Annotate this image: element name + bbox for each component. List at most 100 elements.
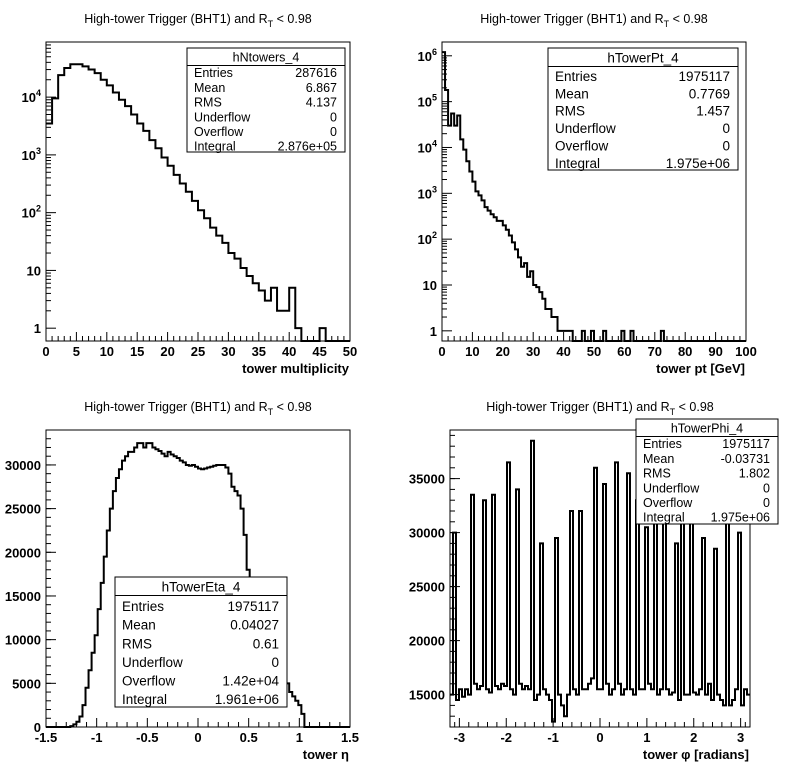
stats-box <box>547 47 739 171</box>
stats-label: Overflow <box>122 674 176 689</box>
x-tick-label: 20 <box>160 344 174 359</box>
histogram-series <box>442 51 746 342</box>
stats-value: 0.04027 <box>230 618 279 633</box>
x-tick-label: 0 <box>438 344 445 359</box>
stats-value: 287616 <box>295 66 337 80</box>
x-tick-label: 10 <box>465 344 479 359</box>
stats-label: RMS <box>194 96 222 110</box>
x-axis-label: tower φ [radians] <box>643 747 749 762</box>
stats-label: Mean <box>555 86 589 101</box>
x-tick-label: 1 <box>296 730 303 745</box>
x-tick-label: -0.5 <box>136 730 158 745</box>
x-tick-label: 70 <box>648 344 662 359</box>
stats-label: Mean <box>122 618 156 633</box>
stats-box <box>114 576 288 708</box>
x-tick-label: 60 <box>617 344 631 359</box>
x-tick-label: 35 <box>252 344 266 359</box>
plot-title: High-tower Trigger (BHT1) and RT < 0.98 <box>84 400 312 417</box>
plot-title: High-tower Trigger (BHT1) and RT < 0.98 <box>84 12 312 29</box>
histogram-series <box>46 63 350 342</box>
x-tick-label: 25 <box>191 344 205 359</box>
stats-value: 1.802 <box>739 467 770 481</box>
stats-value: 1975117 <box>678 69 730 84</box>
stats-label: Integral <box>643 511 685 525</box>
stats-label: Entries <box>555 69 597 84</box>
y-tick-label: 1 <box>430 324 437 339</box>
stats-value: 0.61 <box>253 636 279 651</box>
stats-label: Entries <box>122 599 164 614</box>
stats-label: Overflow <box>555 139 609 154</box>
stats-value: 1.975e+06 <box>666 156 730 171</box>
stats-value: -0.03731 <box>721 452 770 466</box>
x-tick-label: 0 <box>194 730 201 745</box>
y-tick-label: 25000 <box>409 580 445 595</box>
stats-label: RMS <box>122 636 152 651</box>
x-tick-label: 2 <box>690 730 697 745</box>
stats-label: RMS <box>643 467 671 481</box>
x-tick-label: -1.5 <box>35 730 57 745</box>
plot-title: High-tower Trigger (BHT1) and RT < 0.98 <box>486 400 714 417</box>
x-tick-label: 1.5 <box>341 730 359 745</box>
stats-label: Integral <box>194 140 236 154</box>
x-tick-label: 40 <box>556 344 570 359</box>
stats-value: 0.7769 <box>689 86 730 101</box>
stats-value: 0 <box>330 125 337 139</box>
y-tick-label: 15000 <box>409 688 445 703</box>
x-tick-label: -1 <box>91 730 103 745</box>
stats-label: Underflow <box>555 121 616 136</box>
y-tick-label: 10 <box>27 263 41 278</box>
stats-value: 0 <box>722 139 730 154</box>
y-tick-label: 15000 <box>5 589 41 604</box>
x-tick-label: 30 <box>221 344 235 359</box>
y-tick-label: 0 <box>34 720 41 735</box>
stats-value: 2.876e+05 <box>278 140 337 154</box>
stats-name: hNtowers_4 <box>233 51 300 65</box>
x-tick-label: 40 <box>282 344 296 359</box>
stats-value: 1975117 <box>227 599 279 614</box>
y-tick-label: 25000 <box>5 502 41 517</box>
y-tick-label: 30000 <box>409 526 445 541</box>
x-tick-label: 30 <box>526 344 540 359</box>
x-tick-label: 1 <box>643 730 650 745</box>
stats-value: 1.42e+04 <box>222 674 279 689</box>
stats-value: 1.975e+06 <box>711 511 770 525</box>
x-tick-label: 0.5 <box>240 730 258 745</box>
y-tick-label: 1 <box>34 321 41 336</box>
x-tick-label: -3 <box>454 730 466 745</box>
stats-value: 0 <box>330 110 337 124</box>
stats-value: 1975117 <box>722 437 770 451</box>
x-tick-label: 0 <box>42 344 49 359</box>
stats-label: Mean <box>643 452 674 466</box>
x-tick-label: 20 <box>496 344 510 359</box>
stats-label: Underflow <box>194 110 251 124</box>
x-tick-label: 10 <box>100 344 114 359</box>
x-tick-label: -1 <box>547 730 559 745</box>
stats-label: Underflow <box>122 655 183 670</box>
histogram-series <box>450 439 750 723</box>
x-axis-label: tower pt [GeV] <box>656 361 745 376</box>
stats-label: Integral <box>122 692 167 707</box>
stats-value: 0 <box>763 496 770 510</box>
stats-value: 6.867 <box>306 81 337 95</box>
chart-panel-3: High-tower Trigger (BHT1) and RT < 0.98 -… <box>5 400 359 762</box>
x-tick-label: 100 <box>735 344 757 359</box>
stats-label: Entries <box>194 66 233 80</box>
y-tick-label: 10 <box>423 278 437 293</box>
stats-value: 1.961e+06 <box>215 692 279 707</box>
stats-label: Mean <box>194 81 225 95</box>
stats-value: 0 <box>763 481 770 495</box>
stats-label: RMS <box>555 104 585 119</box>
y-tick-label: 20000 <box>5 545 41 560</box>
stats-name: hTowerEta_4 <box>162 580 241 595</box>
x-tick-label: 50 <box>343 344 357 359</box>
stats-value: 0 <box>722 121 730 136</box>
x-tick-label: 3 <box>737 730 744 745</box>
x-tick-label: 0 <box>596 730 603 745</box>
x-axis-label: tower η <box>303 747 349 762</box>
stats-name: hTowerPhi_4 <box>671 422 743 436</box>
stats-label: Overflow <box>643 496 693 510</box>
x-tick-label: 50 <box>587 344 601 359</box>
stats-value: 1.457 <box>696 104 730 119</box>
stats-value: 0 <box>271 655 279 670</box>
